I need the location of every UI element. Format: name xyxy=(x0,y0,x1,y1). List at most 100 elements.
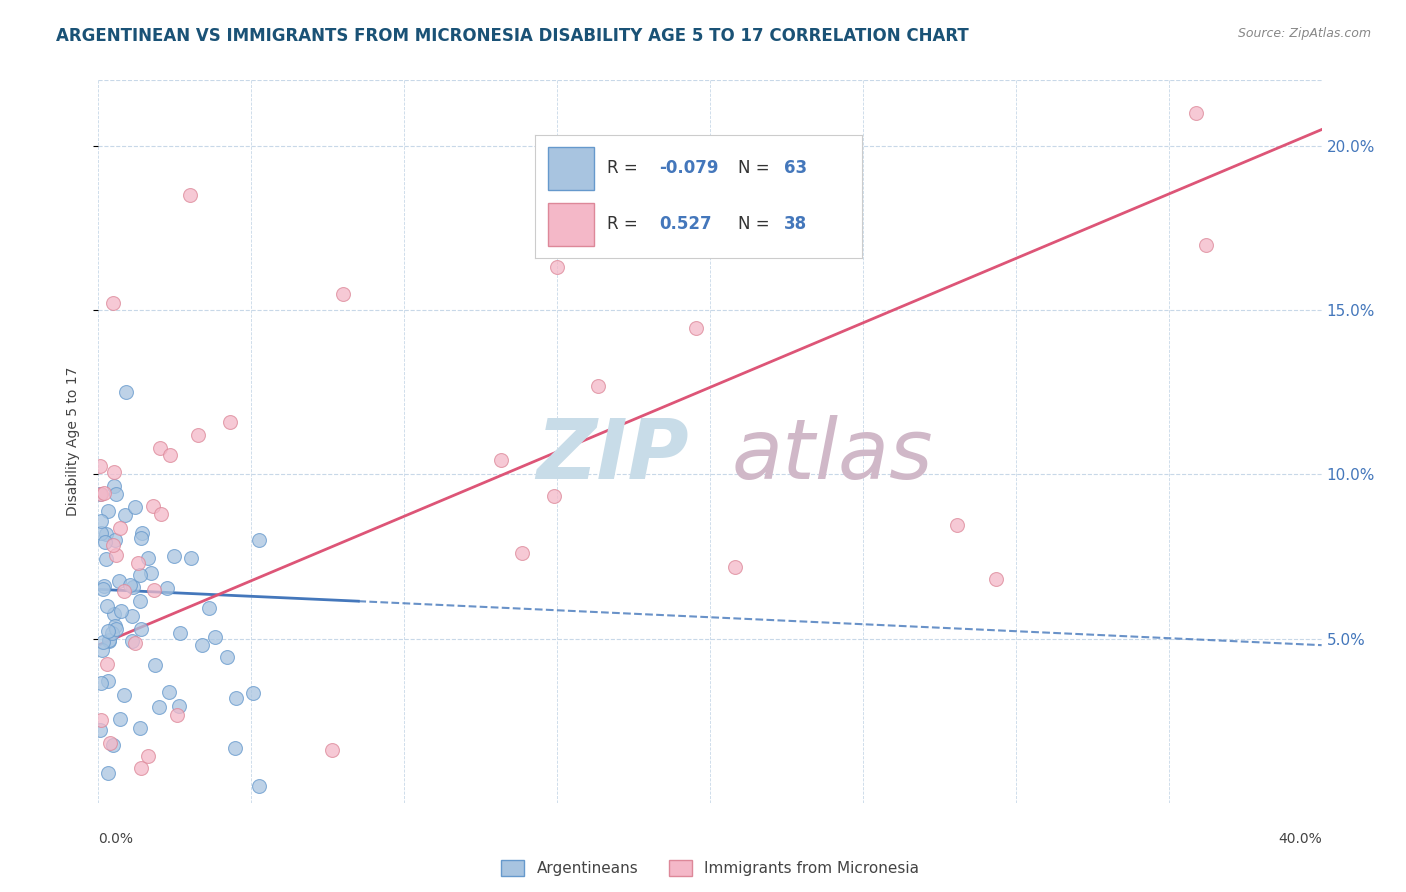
Point xyxy=(90,643,112,657)
Point xyxy=(128,721,150,735)
Point xyxy=(142,499,165,513)
Point xyxy=(90,713,112,727)
Point xyxy=(98,634,121,648)
Point xyxy=(104,623,127,637)
Point xyxy=(98,736,121,750)
Point xyxy=(321,742,343,756)
Point xyxy=(121,580,143,594)
Point xyxy=(141,566,163,580)
Text: ARGENTINEAN VS IMMIGRANTS FROM MICRONESIA DISABILITY AGE 5 TO 17 CORRELATION CHA: ARGENTINEAN VS IMMIGRANTS FROM MICRONESI… xyxy=(56,27,969,45)
Point xyxy=(94,534,117,549)
FancyBboxPatch shape xyxy=(548,202,595,246)
Point xyxy=(157,684,180,698)
Point xyxy=(163,549,186,564)
Point xyxy=(242,686,264,700)
Point xyxy=(187,428,209,442)
Point xyxy=(97,624,120,639)
Text: -0.079: -0.079 xyxy=(659,159,718,177)
Point xyxy=(93,485,115,500)
Text: N =: N = xyxy=(738,215,775,233)
Point xyxy=(97,673,120,688)
Point xyxy=(110,604,132,618)
Point xyxy=(159,449,181,463)
Text: R =: R = xyxy=(607,215,644,233)
Point xyxy=(124,635,146,649)
Point xyxy=(217,650,239,665)
Point xyxy=(491,453,513,467)
Point xyxy=(127,556,149,570)
Point xyxy=(131,532,153,546)
Point xyxy=(89,723,111,737)
Point xyxy=(108,712,131,726)
Point xyxy=(114,508,136,522)
Point xyxy=(131,525,153,540)
Point xyxy=(219,415,242,429)
Point xyxy=(190,638,212,652)
Point xyxy=(136,551,159,566)
Point xyxy=(103,479,125,493)
Point xyxy=(91,634,114,648)
Point xyxy=(96,657,118,672)
Point xyxy=(93,579,115,593)
Text: Source: ZipAtlas.com: Source: ZipAtlas.com xyxy=(1237,27,1371,40)
Point xyxy=(121,608,143,623)
FancyBboxPatch shape xyxy=(548,147,595,190)
Text: 38: 38 xyxy=(783,215,807,233)
Point xyxy=(103,466,125,480)
Point xyxy=(143,658,166,673)
Point xyxy=(148,700,170,714)
Point xyxy=(89,487,111,501)
Point xyxy=(142,583,165,598)
Text: 40.0%: 40.0% xyxy=(1278,831,1322,846)
Point xyxy=(984,572,1007,586)
Point xyxy=(586,378,609,392)
Point xyxy=(96,552,118,566)
Point xyxy=(546,260,568,275)
Point xyxy=(247,780,270,794)
Point xyxy=(204,630,226,644)
Text: 63: 63 xyxy=(783,159,807,177)
Point xyxy=(89,458,111,473)
Point xyxy=(129,761,152,775)
Point xyxy=(97,504,120,518)
Point xyxy=(197,600,219,615)
Point xyxy=(103,537,125,551)
Point xyxy=(105,548,128,562)
Point xyxy=(101,738,124,752)
Point xyxy=(90,526,112,541)
Point xyxy=(104,533,127,547)
Point xyxy=(124,500,146,514)
Text: atlas: atlas xyxy=(731,416,934,497)
Point xyxy=(96,599,118,613)
Point xyxy=(115,385,138,400)
Point xyxy=(103,607,125,622)
Text: 0.527: 0.527 xyxy=(659,215,713,233)
Point xyxy=(225,691,247,706)
Point xyxy=(169,625,191,640)
Text: 0.0%: 0.0% xyxy=(98,831,134,846)
Point xyxy=(97,633,120,648)
Point xyxy=(97,766,120,780)
Point xyxy=(104,619,127,633)
Point xyxy=(96,527,118,541)
Point xyxy=(90,514,112,528)
Point xyxy=(149,507,172,521)
Text: R =: R = xyxy=(607,159,644,177)
Point xyxy=(1195,238,1218,252)
Point xyxy=(91,582,114,596)
Text: ZIP: ZIP xyxy=(536,416,689,497)
Point xyxy=(101,626,124,640)
Point xyxy=(112,584,135,599)
Point xyxy=(510,545,533,559)
Point xyxy=(136,748,159,763)
Point xyxy=(1185,106,1208,120)
Point xyxy=(180,550,202,565)
Point xyxy=(224,741,246,756)
Point xyxy=(169,698,191,713)
Point xyxy=(685,321,707,335)
Point xyxy=(103,296,125,310)
Point xyxy=(724,560,747,574)
Point xyxy=(543,489,565,503)
Point xyxy=(129,622,152,636)
Point xyxy=(129,568,152,582)
